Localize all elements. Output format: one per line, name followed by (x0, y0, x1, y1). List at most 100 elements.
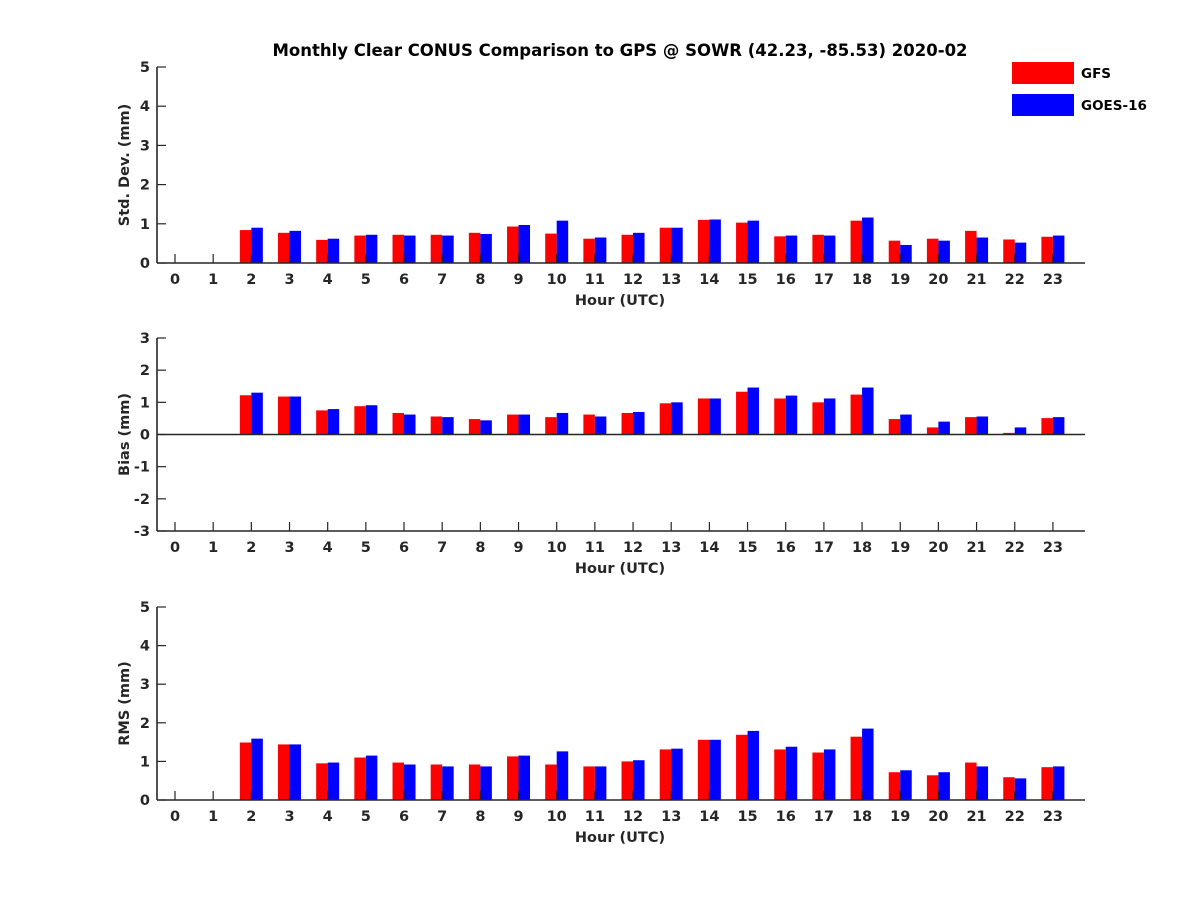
y-tick-label: 1 (140, 217, 150, 233)
y-tick-label: -3 (134, 524, 150, 540)
bar-gfs-hour-18 (850, 220, 863, 263)
bar-gfs-hour-2 (239, 230, 252, 263)
x-tick-label: 10 (547, 809, 567, 825)
x-tick-label: 15 (737, 809, 757, 825)
bar-gfs-hour-19 (888, 240, 901, 263)
x-tick-label: 12 (623, 272, 643, 288)
x-tick-label: 22 (1005, 540, 1025, 556)
x-tick-label: 13 (661, 540, 681, 556)
x-tick-label: 13 (661, 272, 681, 288)
x-tick-label: 1 (208, 540, 218, 556)
bar-goes16-hour-17 (823, 749, 836, 800)
bar-goes16-hour-17 (823, 235, 836, 263)
x-tick-label: 23 (1043, 272, 1063, 288)
bar-gfs-hour-11 (583, 238, 595, 263)
bar-gfs-hour-23 (1041, 236, 1053, 263)
y-tick-label: 0 (140, 428, 150, 444)
bar-gfs-hour-19 (888, 419, 901, 435)
y-tick-label: 1 (140, 754, 150, 770)
x-tick-label: 10 (547, 540, 567, 556)
bar-goes16-hour-7 (442, 235, 454, 263)
bar-goes16-hour-18 (862, 217, 874, 263)
bar-gfs-hour-10 (545, 417, 557, 435)
bar-gfs-hour-21 (965, 417, 977, 435)
bar-goes16-hour-7 (442, 417, 454, 435)
bar-goes16-hour-3 (289, 396, 302, 435)
y-tick-label: 0 (140, 793, 150, 809)
bar-goes16-hour-2 (251, 392, 263, 435)
bar-gfs-hour-20 (926, 427, 939, 435)
bar-gfs-hour-11 (583, 766, 595, 800)
bar-gfs-hour-9 (507, 414, 519, 435)
bar-gfs-hour-5 (354, 757, 366, 800)
y-tick-label: 2 (140, 716, 150, 732)
bar-goes16-hour-11 (594, 237, 607, 263)
bar-gfs-hour-9 (507, 226, 519, 263)
bar-goes16-hour-15 (747, 730, 760, 800)
figure-title: Monthly Clear CONUS Comparison to GPS @ … (272, 41, 967, 60)
bar-gfs-hour-23 (1041, 767, 1053, 800)
x-tick-label: 6 (399, 272, 409, 288)
bar-goes16-hour-3 (289, 230, 302, 263)
x-tick-label: 21 (966, 272, 986, 288)
y-tick-label: -2 (134, 492, 150, 508)
x-tick-label: 1 (208, 272, 218, 288)
bar-goes16-hour-23 (1052, 417, 1065, 435)
x-tick-label: 9 (513, 272, 523, 288)
bar-goes16-hour-14 (709, 219, 721, 263)
x-tick-label: 7 (437, 540, 447, 556)
bar-goes16-hour-16 (785, 395, 798, 435)
y-tick-label: 4 (140, 99, 150, 115)
bar-gfs-hour-7 (430, 234, 443, 263)
bar-gfs-hour-18 (850, 394, 863, 435)
y-tick-label: 2 (140, 363, 150, 379)
bar-goes16-hour-11 (594, 416, 607, 435)
bar-gfs-hour-8 (468, 232, 481, 263)
bar-gfs-hour-20 (926, 238, 939, 263)
bar-goes16-hour-12 (633, 760, 645, 800)
y-axis-label: RMS (mm) (117, 661, 133, 746)
y-tick-label: 4 (140, 639, 150, 655)
x-tick-label: 20 (928, 540, 948, 556)
bar-gfs-hour-12 (621, 234, 634, 263)
x-tick-label: 5 (361, 809, 371, 825)
y-tick-label: -1 (134, 460, 150, 476)
x-tick-label: 5 (361, 540, 371, 556)
bar-gfs-hour-22 (1003, 777, 1015, 800)
x-axis-label: Hour (UTC) (575, 830, 665, 846)
x-tick-label: 8 (475, 809, 485, 825)
bar-goes16-hour-17 (823, 398, 836, 435)
bar-gfs-hour-17 (812, 402, 824, 435)
bar-gfs-hour-22 (1003, 239, 1015, 263)
y-tick-label: 0 (140, 256, 150, 272)
x-tick-label: 2 (246, 272, 256, 288)
x-tick-label: 20 (928, 272, 948, 288)
bar-goes16-hour-9 (518, 755, 531, 800)
bar-gfs-hour-6 (392, 234, 405, 263)
y-tick-label: 3 (140, 677, 150, 693)
bar-gfs-hour-3 (278, 396, 290, 435)
x-tick-label: 11 (585, 272, 605, 288)
y-tick-label: 2 (140, 178, 150, 194)
x-tick-label: 2 (246, 540, 256, 556)
x-tick-label: 21 (966, 809, 986, 825)
x-axis-label: Hour (UTC) (575, 293, 665, 309)
x-tick-label: 0 (170, 272, 180, 288)
y-tick-label: 5 (140, 60, 150, 76)
bar-gfs-hour-16 (774, 749, 786, 800)
bar-gfs-hour-20 (926, 775, 939, 800)
bar-gfs-hour-4 (316, 239, 328, 263)
bar-gfs-hour-4 (316, 763, 328, 800)
x-tick-label: 11 (585, 809, 605, 825)
x-tick-label: 15 (737, 540, 757, 556)
bar-goes16-hour-19 (900, 770, 912, 800)
bar-gfs-hour-14 (697, 219, 710, 263)
bar-gfs-hour-16 (774, 236, 786, 263)
bar-goes16-hour-4 (327, 762, 340, 800)
x-tick-label: 2 (246, 809, 256, 825)
bar-gfs-hour-12 (621, 761, 634, 800)
bar-gfs-hour-8 (468, 764, 481, 800)
legend-swatch-goes16 (1012, 94, 1074, 116)
x-tick-label: 18 (852, 809, 872, 825)
